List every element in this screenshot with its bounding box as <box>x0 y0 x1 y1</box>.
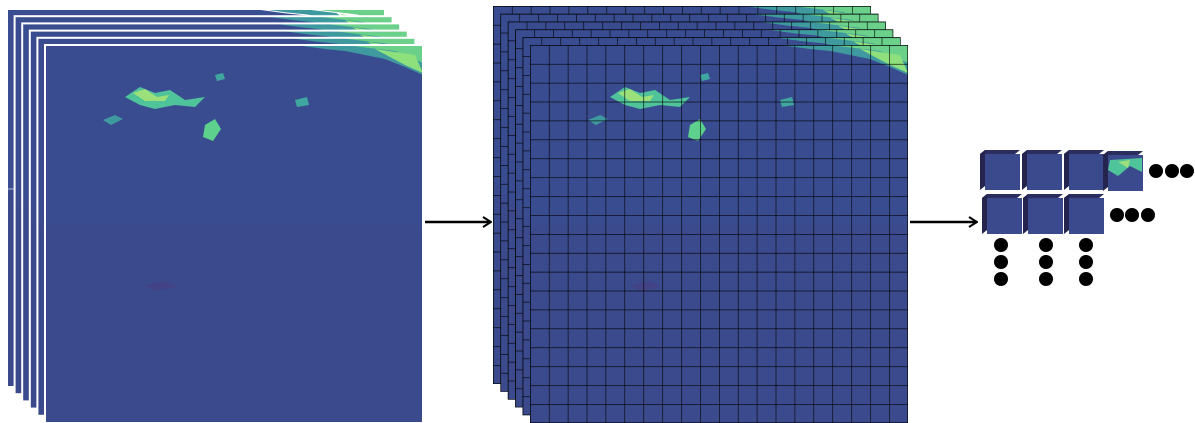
diagram <box>0 0 1195 423</box>
gridded-stack <box>493 6 908 423</box>
input-stack <box>7 9 423 423</box>
